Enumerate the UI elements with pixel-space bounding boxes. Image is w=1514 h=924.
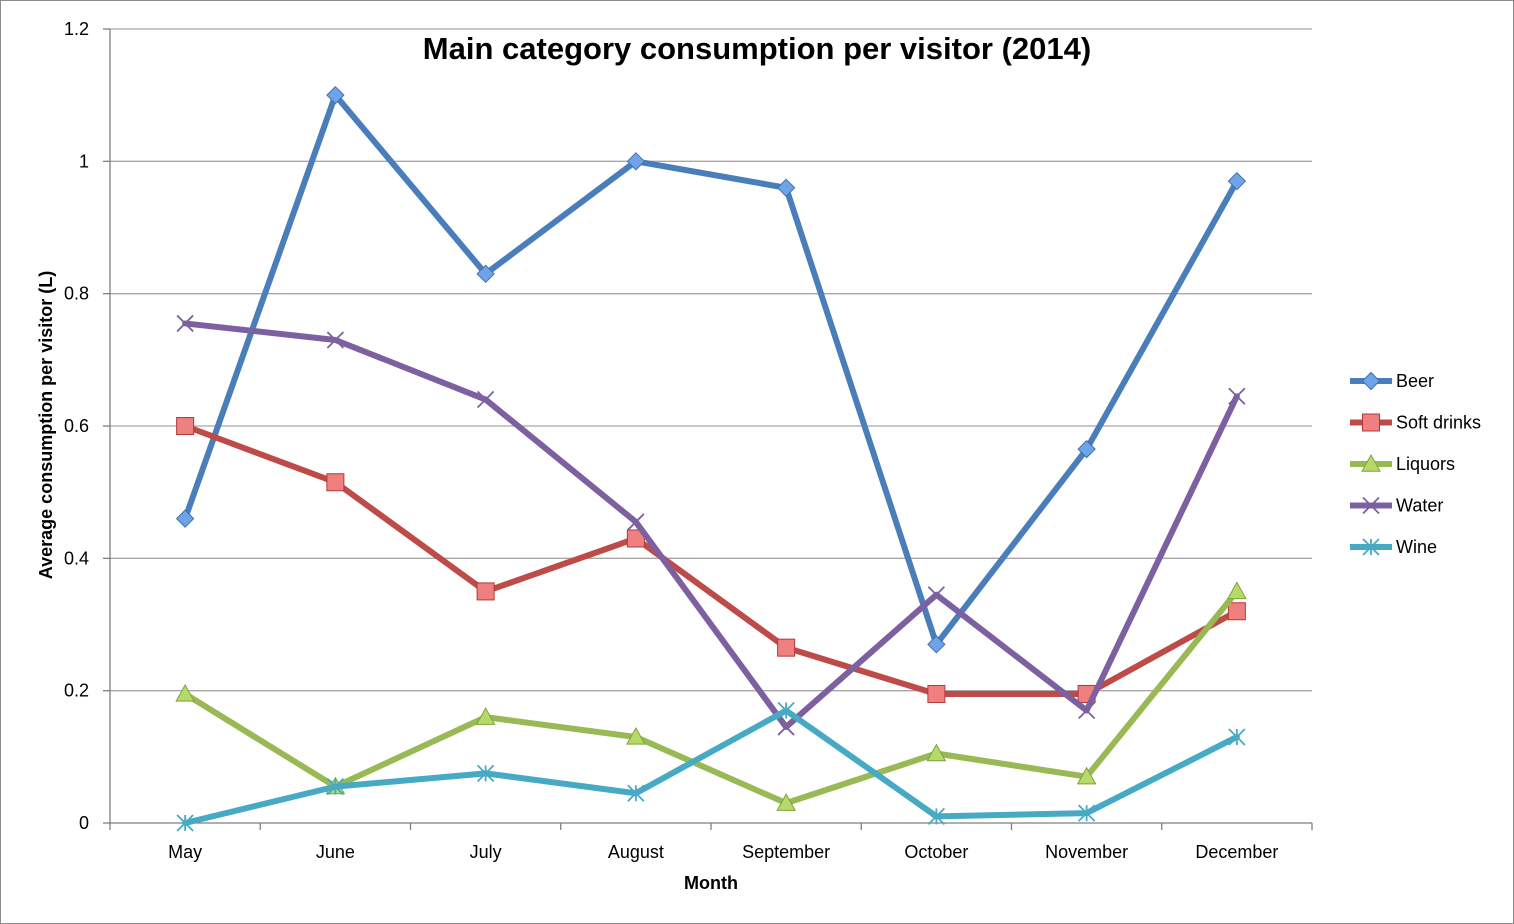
legend-label: Soft drinks [1396,413,1481,433]
data-point [627,513,645,531]
y-tick-labels: 0 0.2 0.4 0.6 0.8 1 1.2 [64,19,89,833]
series-line [182,588,1240,807]
series-line [182,707,1240,826]
data-point [626,726,646,745]
series-beer [175,85,1247,654]
data-point [777,638,796,657]
series-wine [176,701,1246,832]
grid [103,28,1312,824]
y-tick-label: 0.4 [64,548,89,568]
data-point [626,152,646,171]
x-tick-label: October [904,842,968,862]
legend: Beer Soft drinks Liquors Water Wine [1350,371,1481,557]
legend-label: Wine [1396,537,1437,557]
data-point [476,582,495,601]
chart-title: Main category consumption per visitor (2… [423,31,1091,66]
data-point [326,85,345,105]
series-line [182,423,1240,697]
data-point [1227,602,1246,621]
data-point [1228,728,1246,746]
legend-label: Water [1396,496,1443,516]
legend-marker [1362,413,1380,432]
x-axis-label: Month [684,873,738,893]
x-tick-labels: May June July August September October Novembe… [168,842,1278,862]
data-point [1076,766,1097,785]
data-point [777,718,795,736]
x-tick-label: November [1045,842,1128,862]
data-point [176,314,194,333]
data-point [475,707,496,725]
data-point [1227,581,1247,600]
data-point [176,814,194,832]
data-point [176,417,195,435]
data-point [476,264,495,284]
data-point [175,509,195,528]
data-point [1228,387,1246,405]
data-point [476,390,495,409]
data-point [326,777,345,796]
data-point [1077,439,1096,459]
x-tick-label: December [1195,842,1278,862]
data-point [326,331,345,349]
legend-marker [1362,538,1380,556]
y-tick-label: 0.2 [64,681,89,701]
data-point [476,764,495,783]
data-point [776,793,796,811]
series-line [182,320,1240,731]
data-point [1077,701,1096,720]
data-point [777,701,795,720]
series-water [176,314,1246,736]
y-axis-label: Average consumption per visitor (L) [36,271,56,579]
data-point [927,635,946,654]
x-tick-label: July [470,842,502,862]
legend-label: Liquors [1396,454,1455,474]
y-tick-label: 0.6 [64,416,89,436]
data-point [776,178,796,198]
data-point [927,807,946,826]
series-soft-drinks [176,417,1246,703]
y-tick-label: 0.8 [64,284,89,304]
data-point [927,586,946,604]
data-point [1077,804,1096,822]
y-tick-label: 1.2 [64,19,89,39]
legend-label: Beer [1396,371,1434,391]
y-tick-label: 1 [79,151,89,171]
x-tick-label: May [168,842,202,862]
data-point [927,684,946,703]
axes [109,29,1313,830]
legend-marker [1362,496,1380,515]
data-point [627,784,645,802]
data-point [175,683,195,702]
data-point [1227,171,1247,191]
legend-marker [1361,453,1381,472]
legend-marker [1361,371,1381,391]
series-group [175,85,1247,832]
data-point [926,743,947,762]
x-tick-label: June [316,842,355,862]
x-tick-label: September [742,842,830,862]
y-tick-label: 0 [79,813,89,833]
data-point [326,473,345,492]
x-tick-label: August [608,842,664,862]
series-line [182,92,1240,648]
